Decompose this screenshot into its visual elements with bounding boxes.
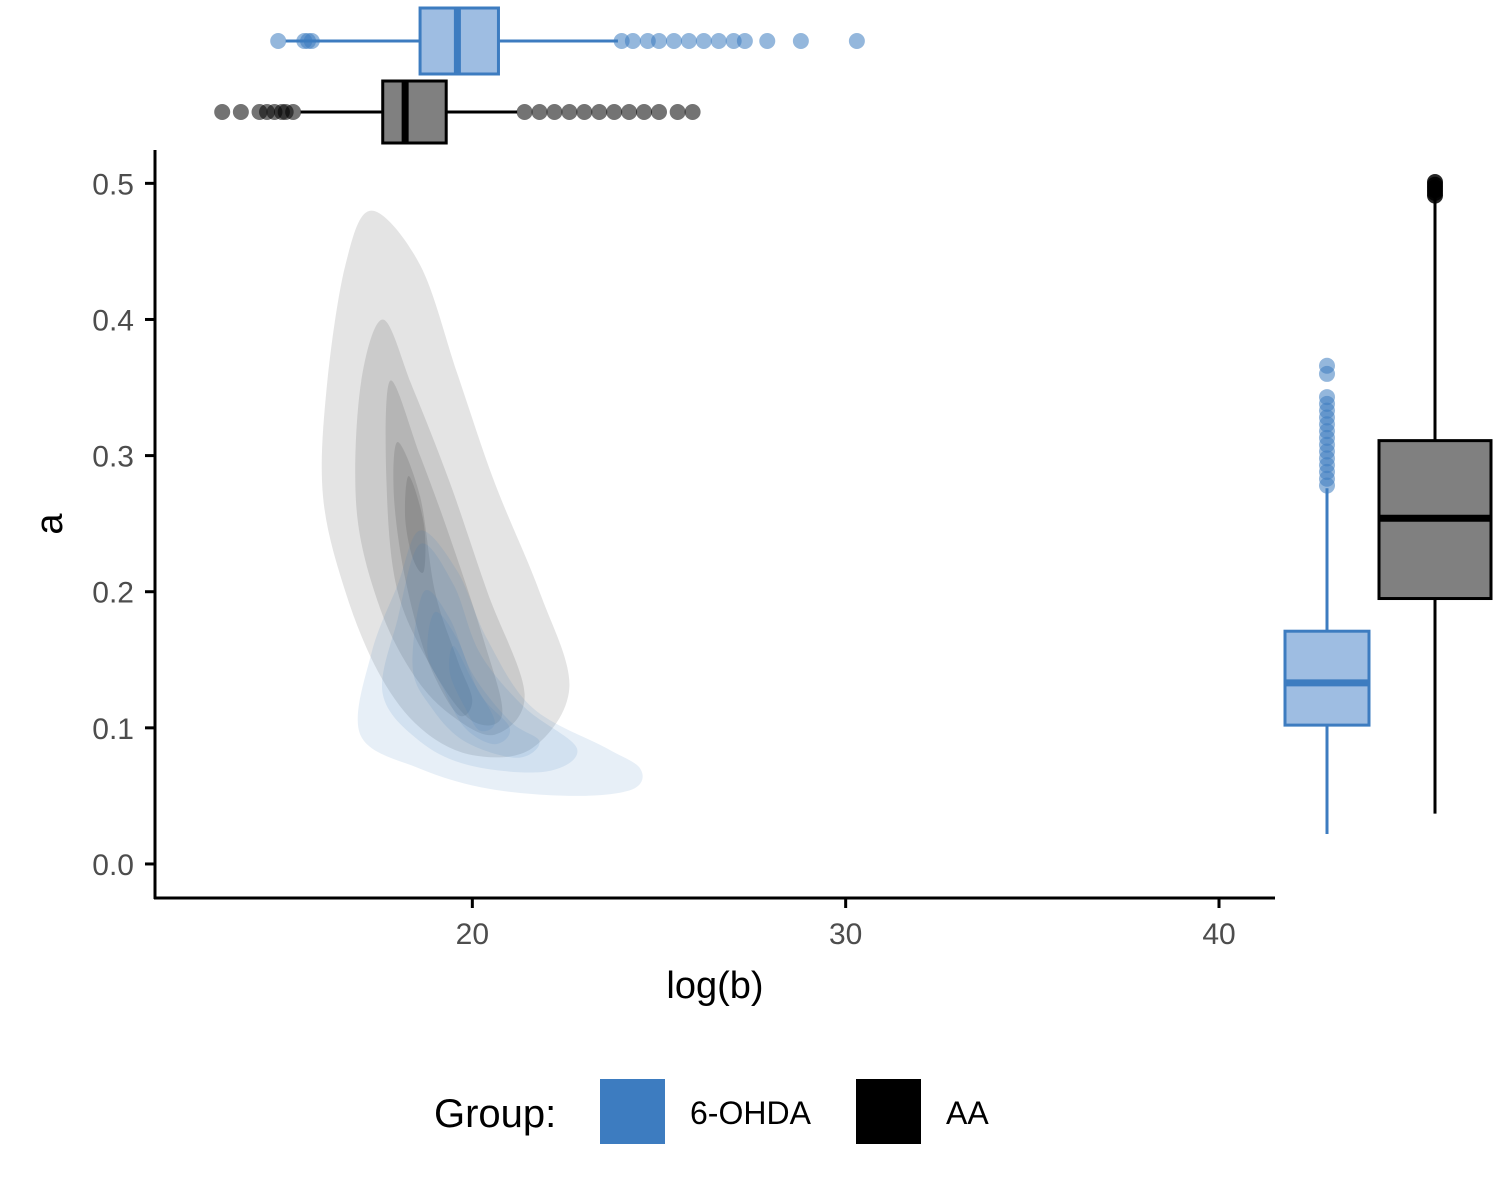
x-tick-label: 40 <box>1202 918 1235 951</box>
top-box-aa-outlier <box>636 104 653 120</box>
density-contour-aa-level-3 <box>385 380 503 726</box>
top-box-6ohda-outlier <box>624 33 641 49</box>
legend-title: Group: <box>434 1092 556 1136</box>
density-contour-6ohda-level-4 <box>427 611 511 745</box>
density-contour-6ohda-level-5 <box>449 646 495 732</box>
top-box-6ohda-outlier <box>710 33 727 49</box>
density-contour-aa-level-2 <box>355 319 525 736</box>
density-contour-6ohda-level-2 <box>382 543 578 773</box>
x-axis-ticks: 20 30 40 <box>456 898 1236 951</box>
top-box-6ohda-outlier <box>792 33 809 49</box>
x-tick-label: 20 <box>456 918 489 951</box>
right-box-6ohda-outlier <box>1319 389 1335 406</box>
y-tick-label: 0.4 <box>92 304 134 337</box>
legend-label-6ohda: 6-OHDA <box>690 1095 812 1131</box>
right-marginal-boxplots <box>1283 173 1493 835</box>
top-box-aa-outlier <box>516 104 533 120</box>
legend-key-6ohda <box>600 1079 665 1144</box>
top-box-6ohda-outlier <box>270 33 287 49</box>
top-box-6ohda-outlier <box>639 33 656 49</box>
right-box-6ohda-outlier <box>1319 357 1335 374</box>
x-axis-title: log(b) <box>666 965 763 1007</box>
top-box-6ohda-outlier <box>651 33 667 49</box>
density-contours <box>321 210 643 796</box>
legend: Group: 6-OHDA AA <box>434 1079 989 1144</box>
top-box-aa-outlier <box>561 104 578 120</box>
top-box-aa-outlier <box>621 104 638 120</box>
y-tick-label: 0.3 <box>92 441 134 474</box>
density-contour-aa-level-4 <box>393 442 473 717</box>
right-box-6ohda-iqr <box>1283 629 1371 727</box>
y-axis-title: a <box>29 513 71 535</box>
legend-label-aa: AA <box>946 1095 989 1131</box>
y-tick-label: 0.1 <box>92 713 134 746</box>
top-box-aa-iqr <box>381 79 448 145</box>
y-tick-label: 0.5 <box>92 168 134 201</box>
top-box-aa-outlier <box>546 104 563 120</box>
top-box-aa-outlier <box>214 104 231 120</box>
density-contour-6ohda-level-3 <box>412 590 540 758</box>
y-tick-label: 0.0 <box>92 849 134 882</box>
top-box-aa-outlier <box>531 104 548 120</box>
top-box-6ohda-outlier <box>303 33 320 49</box>
top-box-aa-outlier <box>669 104 686 120</box>
density-contour-6ohda-level-1 <box>357 530 643 796</box>
top-box-aa-outlier <box>576 104 593 120</box>
top-box-6ohda-outlier <box>665 33 682 49</box>
right-box-aa-outlier <box>1427 173 1443 190</box>
top-box-aa-outlier <box>651 104 667 120</box>
top-box-6ohda-outlier <box>725 33 742 49</box>
top-box-6ohda-outlier <box>736 33 753 49</box>
top-box-aa-outlier <box>684 104 701 120</box>
top-marginal-boxplots <box>214 6 865 145</box>
top-box-6ohda-outlier <box>680 33 697 49</box>
top-box-6ohda-outlier <box>759 33 776 49</box>
top-box-aa-outlier <box>606 104 623 120</box>
top-box-6ohda-outlier <box>848 33 865 49</box>
top-box-6ohda-outlier <box>613 33 630 49</box>
top-box-aa-outlier <box>591 104 608 120</box>
x-tick-label: 30 <box>829 918 862 951</box>
density-contour-aa-level-5 <box>404 475 426 573</box>
plot-panel: 0.0 0.1 0.2 0.3 0.4 0.5 20 30 40 <box>92 150 1275 951</box>
y-tick-label: 0.2 <box>92 577 134 610</box>
density-contour-aa-level-1 <box>321 210 570 758</box>
top-box-6ohda-outlier <box>695 33 712 49</box>
top-box-aa-outlier <box>232 104 249 120</box>
legend-key-aa <box>856 1079 921 1144</box>
y-axis-ticks: 0.0 0.1 0.2 0.3 0.4 0.5 <box>92 168 155 882</box>
top-box-aa-outlier <box>285 104 302 120</box>
